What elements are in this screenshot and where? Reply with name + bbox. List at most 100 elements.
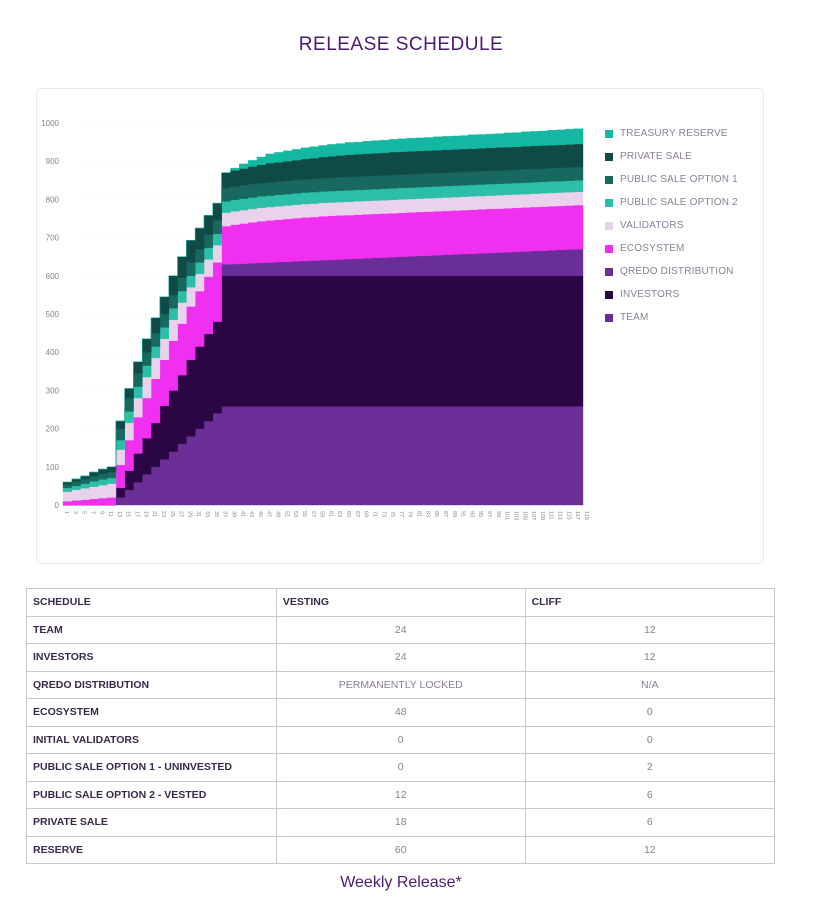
legend-swatch [605,290,613,299]
y-tick-label: 500 [46,310,60,319]
x-tick-label: 23 [160,511,166,517]
cliff-cell: 6 [524,808,776,837]
schedule-name-cell: QREDO DISTRIBUTION [26,670,277,699]
x-tick-label: 43 [248,511,254,517]
x-tick-label: 87 [442,511,448,517]
vesting-cell: 0 [275,753,526,782]
x-tick-label: 113 [557,511,563,520]
x-tick-label: 13 [116,511,122,517]
table-row: INVESTORS 24 12 [26,643,776,672]
vesting-cell: 0 [275,725,526,754]
x-tick-label: 57 [310,511,316,517]
vesting-cell: 18 [275,808,526,837]
x-tick-label: 45 [257,511,263,517]
table-row: PUBLIC SALE OPTION 1 - UNINVESTED 0 2 [26,753,776,782]
x-tick-label: 105 [521,511,527,520]
cliff-cell: 0 [524,698,776,727]
x-tick-label: 77 [398,511,404,517]
y-tick-label: 800 [46,195,60,204]
cliff-cell: 6 [524,780,776,809]
legend-swatch [605,313,613,322]
legend-swatch [605,267,613,276]
legend-label: PRIVATE SALE [620,151,693,162]
table-row: TEAM 24 12 [26,615,776,644]
table-row: RESERVE 60 12 [26,835,776,864]
legend-label: PUBLIC SALE OPTION 1 [620,174,738,185]
x-tick-label: 37 [222,511,228,517]
x-tick-label: 53 [292,511,298,517]
x-tick-label: 91 [460,511,466,517]
schedule-name-cell: PRIVATE SALE [26,808,277,837]
legend-swatch [605,221,613,230]
schedule-name-cell: INVESTORS [26,643,277,672]
y-tick-label: 900 [46,157,60,166]
vesting-cell: 24 [275,615,526,644]
schedule-name-cell: PUBLIC SALE OPTION 2 - VESTED [26,780,277,809]
x-tick-label: 103 [513,511,519,520]
legend-item: INVESTORS [605,283,763,306]
header-cliff: CLIFF [524,588,776,617]
area-series-treasury-reserve [63,128,584,483]
chart-legend: TREASURY RESERVE PRIVATE SALE PUBLIC SALE … [605,122,763,329]
cliff-cell: 12 [524,615,776,644]
x-tick-label: 67 [354,511,360,517]
header-vesting: VESTING [275,588,526,617]
x-tick-label: 111 [548,511,554,519]
x-tick-label: 73 [380,511,386,517]
cliff-cell: 12 [524,835,776,864]
table-row: ECOSYSTEM 48 0 [26,698,776,727]
x-tick-label: 101 [504,511,510,520]
legend-swatch [605,129,613,138]
table-row: INITIAL VALIDATORS 0 0 [26,725,776,754]
legend-label: INVESTORS [620,289,680,300]
x-tick-label: 47 [266,511,272,517]
y-tick-label: 1000 [41,119,59,128]
x-tick-label: 25 [169,511,175,517]
x-tick-label: 59 [319,511,325,517]
x-tick-label: 107 [530,511,536,520]
x-tick-label: 49 [275,511,281,517]
x-tick-label: 119 [583,511,589,520]
x-tick-label: 79 [407,511,413,517]
x-tick-label: 89 [451,511,457,517]
legend-swatch [605,152,613,161]
x-tick-label: 109 [539,511,545,520]
legend-label: QREDO DISTRIBUTION [620,266,734,277]
schedule-name-cell: RESERVE [26,835,277,864]
vesting-cell: 48 [275,698,526,727]
x-tick-label: 21 [151,511,157,517]
legend-item: PUBLIC SALE OPTION 2 [605,191,763,214]
x-tick-label: 5 [81,511,87,514]
x-tick-label: 17 [134,511,140,517]
table-header-row: SCHEDULE VESTING CLIFF [26,588,776,617]
legend-item: PRIVATE SALE [605,145,763,168]
x-tick-label: 71 [372,511,378,517]
x-tick-label: 15 [125,511,131,517]
x-tick-label: 51 [283,511,289,517]
x-tick-label: 7 [89,511,95,514]
x-tick-label: 97 [486,511,492,517]
vesting-cell: 60 [275,835,526,864]
x-tick-label: 39 [231,511,237,517]
legend-label: ECOSYSTEM [620,243,685,254]
x-tick-label: 27 [178,511,184,517]
x-tick-label: 33 [204,511,210,517]
cliff-cell: 12 [524,643,776,672]
x-tick-label: 83 [424,511,430,517]
legend-swatch [605,244,613,253]
vesting-cell: PERMANENTLY LOCKED [275,670,526,699]
x-tick-label: 41 [239,511,245,517]
x-tick-label: 65 [345,511,351,517]
schedule-name-cell: PUBLIC SALE OPTION 1 - UNINVESTED [26,753,277,782]
release-schedule-chart: 0 100 200 300 400 500 600 700 800 900 1000 1 3 5 7 9 11 1… [36,88,764,564]
x-tick-label: 19 [142,511,148,517]
x-tick-label: 95 [477,511,483,517]
vesting-cell: 12 [275,780,526,809]
y-tick-label: 200 [46,425,60,434]
x-tick-label: 3 [72,511,78,514]
vesting-schedule-table: SCHEDULE VESTING CLIFF TEAM 24 12 INVESTORS… [26,588,776,864]
legend-label: PUBLIC SALE OPTION 2 [620,197,738,208]
legend-swatch [605,175,613,184]
x-tick-label: 55 [301,511,307,517]
x-tick-label: 81 [416,511,422,517]
